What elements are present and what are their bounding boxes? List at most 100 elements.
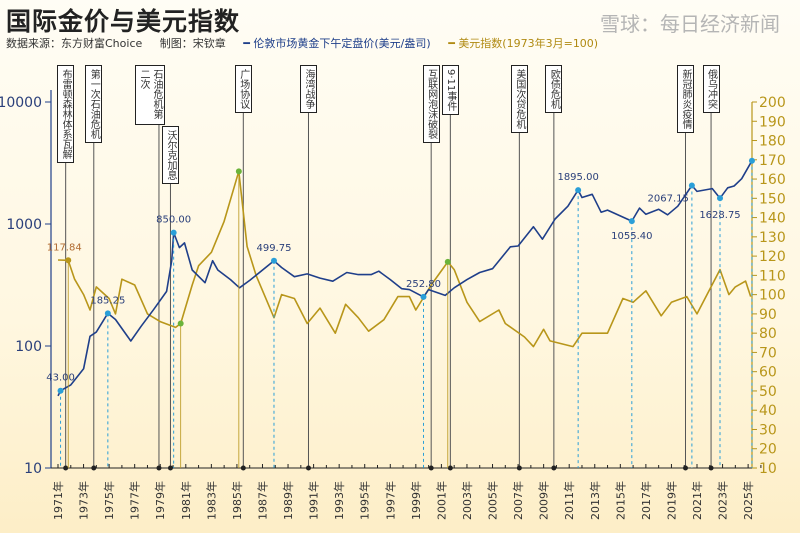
dxy-line <box>57 170 752 348</box>
x-tick-label: 1999年 <box>409 481 423 520</box>
dxy-marker <box>444 258 451 265</box>
event-label: 欧债危机 <box>545 65 563 113</box>
left-tick-label: 1000 <box>6 217 42 233</box>
right-tick-label: 140 <box>759 211 786 227</box>
author-text: 制图：宋钦章 <box>159 37 226 50</box>
gold-marker <box>57 387 64 394</box>
event-label: 互联网泡沫破裂 <box>422 65 440 143</box>
right-tick-label: 110 <box>759 268 786 284</box>
x-tick-label: 2013年 <box>588 481 602 520</box>
gold-data-label: 252.80 <box>406 279 441 290</box>
gold-data-label: 1895.00 <box>557 172 598 183</box>
gold-data-label: 1055.40 <box>611 231 652 242</box>
source-text: 数据来源：东方财富Choice <box>6 37 143 50</box>
event-marker <box>682 465 688 471</box>
left-tick-label: 10 <box>24 461 42 477</box>
x-tick-label: 2017年 <box>639 481 653 520</box>
right-tick-label: 100 <box>759 288 786 304</box>
x-tick-label: 1995年 <box>358 481 372 520</box>
gold-marker <box>270 257 277 264</box>
gold-marker <box>170 229 177 236</box>
dxy-marker <box>235 168 242 175</box>
x-tick-label: 1971年 <box>51 481 65 520</box>
right-tick-label: 180 <box>759 134 786 150</box>
event-marker <box>428 465 434 471</box>
right-tick-label: 30 <box>759 422 777 438</box>
event-label: 俄乌冲突 <box>702 65 720 113</box>
gold-marker <box>104 310 111 317</box>
right-tick-label: 20 <box>759 442 777 458</box>
gold-data-label: 43.00 <box>46 373 75 384</box>
gold-marker <box>688 182 695 189</box>
event-marker <box>551 465 557 471</box>
right-tick-label: 160 <box>759 172 786 188</box>
x-tick-label: 1977年 <box>128 481 142 520</box>
legend-dxy-label: 美元指数(1973年3月=100) <box>458 37 599 50</box>
event-label: 9·11事件 <box>441 65 459 116</box>
x-tick-label: 1979年 <box>153 481 167 520</box>
x-tick-label: 2011年 <box>562 481 576 520</box>
gold-marker <box>717 195 724 202</box>
event-marker <box>91 465 97 471</box>
x-tick-label: 2005年 <box>486 481 500 520</box>
right-tick-label: 50 <box>759 384 777 400</box>
event-marker <box>516 465 522 471</box>
event-label: 第一次石油危机 <box>85 65 103 143</box>
watermark: 雪球：每日经济新闻 <box>600 12 780 36</box>
event-label: 布雷顿森林体系瓦解 <box>57 65 75 163</box>
right-tick-label: 120 <box>759 249 786 265</box>
gold-marker <box>628 218 635 225</box>
event-marker <box>240 465 246 471</box>
x-tick-label: 2003年 <box>460 481 474 520</box>
x-tick-label: 1983年 <box>204 481 218 520</box>
x-tick-label: 1989年 <box>281 481 295 520</box>
gold-marker <box>575 187 582 194</box>
gold-data-label: 850.00 <box>156 215 191 226</box>
dxy-marker <box>177 320 184 327</box>
x-tick-label: 1991年 <box>307 481 321 520</box>
event-marker <box>63 465 69 471</box>
dxy-data-label: 117.84 <box>47 242 82 253</box>
x-tick-label: 2015年 <box>613 481 627 520</box>
x-tick-label: 2025年 <box>741 481 755 520</box>
right-tick-label: 170 <box>759 153 786 169</box>
event-label: 石油危机第二次 <box>134 65 165 125</box>
event-marker <box>167 465 173 471</box>
x-tick-label: 2023年 <box>716 481 730 520</box>
legend-gold: ━ 伦敦市场黄金下午定盘价(美元/盎司) <box>243 37 431 50</box>
right-tick-label: 60 <box>759 365 777 381</box>
gold-data-label: 499.75 <box>256 243 291 254</box>
legend-gold-label: 伦敦市场黄金下午定盘价(美元/盎司) <box>253 37 431 50</box>
event-label: 广场协议 <box>234 65 252 113</box>
x-tick-label: 1981年 <box>179 481 193 520</box>
gold-marker <box>420 293 427 300</box>
x-tick-label: 1973年 <box>77 481 91 520</box>
subtitle-row: 数据来源：东方财富Choice 制图：宋钦章 ━ 伦敦市场黄金下午定盘价(美元/… <box>6 35 612 51</box>
x-tick-label: 2009年 <box>537 481 551 520</box>
legend-dxy: ━ 美元指数(1973年3月=100) <box>448 37 599 50</box>
event-marker <box>305 465 311 471</box>
event-label: 美国次贷危机 <box>510 65 528 133</box>
right-tick-label: 190 <box>759 114 786 130</box>
x-tick-label: 1985年 <box>230 481 244 520</box>
event-marker <box>156 465 162 471</box>
chart-title: 国际金价与美元指数 <box>6 7 241 36</box>
event-marker <box>708 465 714 471</box>
right-tick-label: 40 <box>759 403 777 419</box>
right-tick-label: 70 <box>759 345 777 361</box>
gold-marker <box>748 157 755 164</box>
event-label: 沃尔克加息 <box>161 126 179 184</box>
gold-data-label: 1628.75 <box>699 210 740 221</box>
right-tick-label: 200 <box>759 95 786 111</box>
right-tick-label: 150 <box>759 191 786 207</box>
event-marker <box>447 465 453 471</box>
x-tick-label: 1975年 <box>102 481 116 520</box>
x-tick-label: 1993年 <box>332 481 346 520</box>
x-tick-label: 1997年 <box>383 481 397 520</box>
right-tick-label: 130 <box>759 230 786 246</box>
gold-line <box>57 160 753 397</box>
x-tick-label: 2021年 <box>690 481 704 520</box>
x-tick-label: 2001年 <box>434 481 448 520</box>
x-tick-label: 2007年 <box>511 481 525 520</box>
